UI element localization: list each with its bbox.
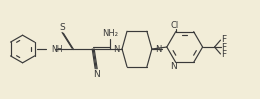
Text: N: N: [93, 70, 100, 79]
Text: F: F: [221, 50, 226, 59]
Text: N: N: [113, 45, 119, 53]
Text: N: N: [170, 62, 177, 71]
Text: S: S: [60, 23, 65, 32]
Text: F: F: [221, 43, 226, 52]
Text: F: F: [221, 35, 226, 44]
Text: N: N: [155, 45, 161, 53]
Text: Cl: Cl: [171, 21, 179, 30]
Text: NH: NH: [51, 46, 63, 54]
Text: NH₂: NH₂: [102, 29, 118, 38]
